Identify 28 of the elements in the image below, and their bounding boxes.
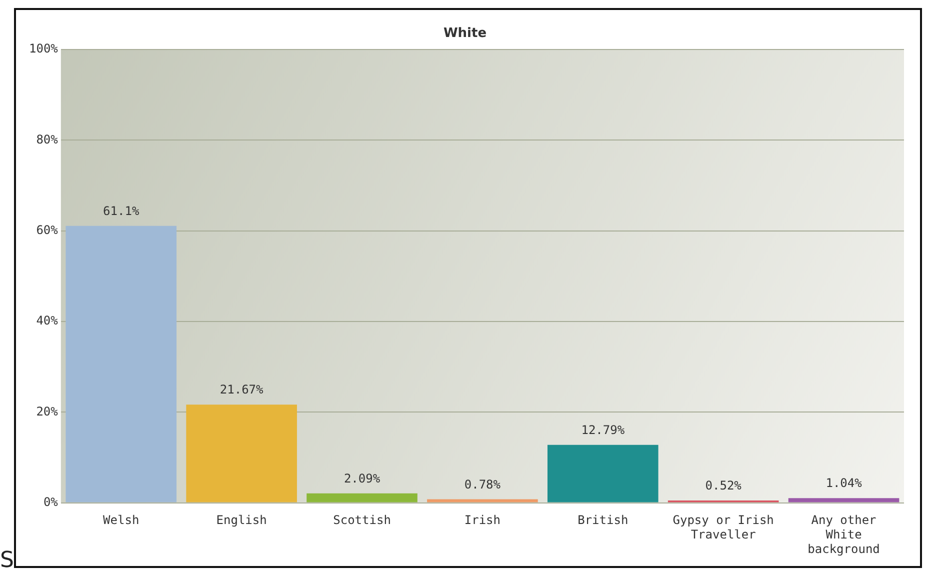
x-tick-label: British (578, 513, 628, 528)
data-label: 2.09% (344, 471, 381, 486)
x-tick-label: Gypsy or Irish Traveller (672, 513, 774, 542)
x-tick-label: Irish (464, 513, 501, 528)
chart-title: White (443, 26, 487, 42)
data-label: 0.78% (464, 477, 502, 492)
bar (306, 493, 418, 502)
y-tick-label: 100% (28, 42, 59, 56)
x-tick-label: Scottish (333, 513, 391, 528)
data-label: 0.52% (705, 478, 742, 493)
text: S (0, 548, 14, 573)
y-tick-label: 80% (36, 132, 59, 146)
bar (186, 404, 297, 502)
data-label: 61.1% (103, 204, 140, 218)
bar (427, 499, 538, 502)
y-tick-label: 40% (36, 314, 59, 328)
bar (788, 498, 900, 502)
data-label: 12.79% (581, 422, 626, 437)
x-tick-label: Any other White background (808, 513, 880, 556)
bar (66, 226, 177, 502)
y-tick-label: 20% (36, 404, 59, 418)
x-tick-label: Welsh (103, 513, 140, 528)
data-label: 1.04% (826, 476, 863, 490)
y-tick-label: 60% (36, 223, 59, 238)
data-label: 21.67% (220, 382, 264, 397)
bar (547, 444, 658, 502)
x-tick-label: English (216, 513, 267, 528)
y-tick-label: 0% (43, 494, 59, 509)
